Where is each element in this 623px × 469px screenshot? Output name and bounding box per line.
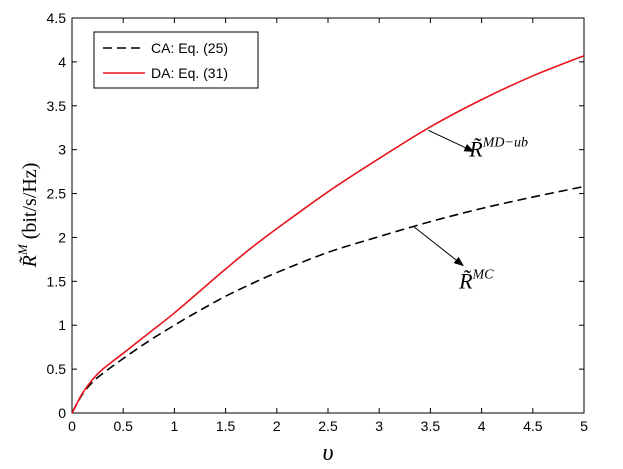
x-tick-label: 3.5 <box>421 418 441 434</box>
x-tick-label: 0 <box>68 418 76 434</box>
y-tick-label: 1.5 <box>47 273 67 289</box>
annotation-sup: MD−ub <box>482 136 528 151</box>
y-tick-label: 3 <box>58 142 66 158</box>
annotation-arrow-md-ub <box>428 129 475 152</box>
series-line-da <box>71 55 585 414</box>
y-axis-label-sup: M <box>15 243 30 256</box>
annotations: R̃MD−ubR̃MC <box>413 129 528 293</box>
annotation-label-mc: R̃MC <box>458 267 494 293</box>
y-tick-label: 2.5 <box>47 186 67 202</box>
x-axis-label: υ <box>322 440 333 466</box>
y-tick-label: 0 <box>58 405 66 421</box>
x-tick-label: 2 <box>273 418 281 434</box>
legend-box <box>93 31 259 89</box>
y-tick-label: 2 <box>58 229 66 245</box>
x-tick-label: 3 <box>375 418 383 434</box>
y-axis-label-unit: (bit/s/Hz) <box>19 163 41 245</box>
x-tick-label: 5 <box>580 418 588 434</box>
legend-label-da: DA: Eq. (31) <box>151 65 228 81</box>
y-tick-labels: 0 0.5 1 1.5 2 2.5 3 3.5 4 4.5 <box>47 10 67 421</box>
series-line-ca <box>71 185 585 414</box>
x-tick-label: 2.5 <box>318 418 338 434</box>
x-tick-label: 1 <box>171 418 179 434</box>
series-group <box>71 55 585 414</box>
y-tick-label: 4 <box>58 54 66 70</box>
x-tick-label: 0.5 <box>113 418 133 434</box>
y-tick-label: 1 <box>58 317 66 333</box>
annotation-main: R̃ <box>468 137 483 162</box>
axis-ticks <box>71 17 585 414</box>
y-tick-label: 0.5 <box>47 361 67 377</box>
annotation-arrow-mc <box>413 226 464 267</box>
legend-label-ca: CA: Eq. (25) <box>151 40 228 56</box>
x-tick-label: 1.5 <box>216 418 236 434</box>
annotation-sup: MC <box>472 267 495 282</box>
legend: CA: Eq. (25) DA: Eq. (31) <box>93 31 259 89</box>
y-tick-label: 3.5 <box>47 98 67 114</box>
y-tick-label: 4.5 <box>47 10 67 26</box>
annotation-label-md-ub: R̃MD−ub <box>468 136 528 162</box>
y-axis-label: R̃M (bit/s/Hz) <box>15 163 41 269</box>
x-tick-labels: 0 0.5 1 1.5 2 2.5 3 3.5 4 4.5 5 <box>68 418 588 434</box>
x-tick-label: 4.5 <box>523 418 543 434</box>
x-tick-label: 4 <box>478 418 486 434</box>
y-axis-label-main: R̃ <box>18 255 41 268</box>
annotation-main: R̃ <box>458 268 473 293</box>
